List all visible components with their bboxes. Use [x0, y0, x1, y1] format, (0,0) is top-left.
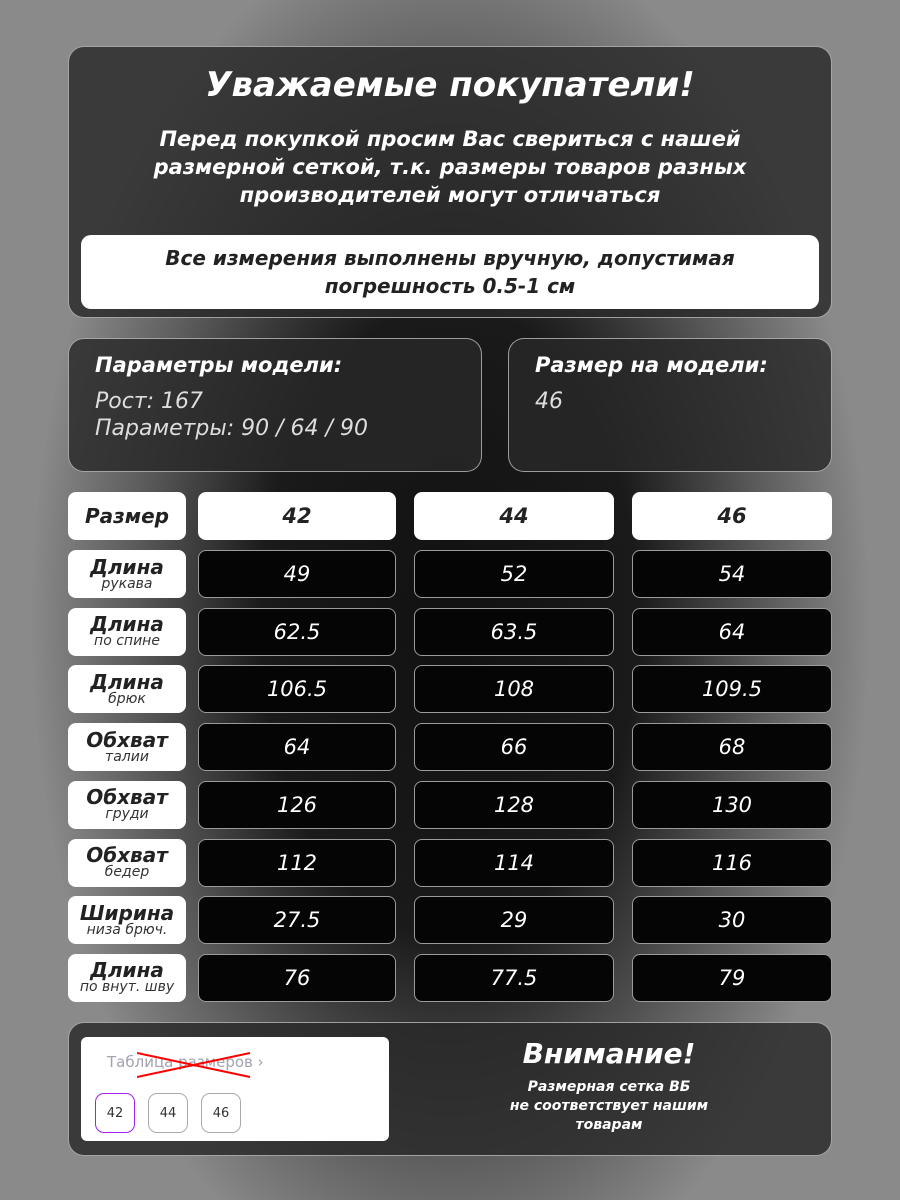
table-cell: 64	[198, 723, 396, 772]
wb-size-widget: Таблица размеров › 42 44 46	[81, 1037, 389, 1141]
warning-text: Размерная сетка ВБ не соответствует наши…	[469, 1078, 749, 1135]
table-cell: 68	[632, 723, 832, 772]
model-height: Рост: 167	[95, 389, 204, 414]
row-label-sub: по внут. шву	[79, 979, 175, 996]
table-cell: 77.5	[414, 953, 614, 1002]
row-label: Ширина низа брюч.	[68, 896, 186, 945]
header-label: Размер	[68, 492, 186, 540]
row-label: Длина рукава	[68, 550, 186, 598]
row-label: Длина по внут. шву	[68, 953, 186, 1002]
table-cell: 29	[414, 896, 614, 945]
table-cell: 130	[632, 780, 832, 829]
table-cell: 64	[632, 607, 832, 656]
header-label-text: Размер	[84, 504, 169, 528]
table-cell: 128	[414, 780, 614, 829]
table-cell: 112	[198, 838, 396, 887]
table-cell: 30	[632, 896, 832, 945]
wb-size-chip: 44	[148, 1093, 188, 1133]
table-cell: 62.5	[198, 607, 396, 656]
table-cell: 108	[414, 665, 614, 714]
row-label-sub: брюк	[108, 690, 146, 707]
cross-out-icon	[137, 1052, 251, 1078]
row-label-main: Ширина	[79, 900, 175, 925]
footer-card: Таблица размеров › 42 44 46 Внимание! Ра…	[68, 1022, 832, 1156]
table-cell: 63.5	[414, 607, 614, 656]
row-label-main: Длина	[90, 554, 164, 579]
row-label-main: Обхват	[86, 843, 168, 867]
model-measurements: Параметры: 90 / 64 / 90	[95, 416, 368, 441]
measurement-notice: Все измерения выполнены вручную, допусти…	[81, 235, 819, 309]
size-header: 42	[198, 492, 396, 540]
table-cell: 126	[198, 780, 396, 829]
row-label-sub: груди	[105, 806, 149, 823]
header-card: Уважаемые покупатели! Перед покупкой про…	[68, 46, 832, 318]
row-label-main: Длина	[90, 669, 164, 694]
model-params-card: Параметры модели: Рост: 167 Параметры: 9…	[68, 338, 482, 472]
table-cell: 76	[198, 953, 396, 1002]
row-label: Обхват бедер	[68, 838, 186, 887]
table-cell: 116	[632, 838, 832, 887]
table-cell: 66	[414, 723, 614, 772]
table-cell: 54	[632, 550, 832, 598]
model-size-title: Размер на модели:	[535, 353, 768, 377]
warning-line: товарам	[575, 1117, 643, 1133]
page-title: Уважаемые покупатели!	[205, 65, 695, 105]
warning-title: Внимание!	[522, 1037, 696, 1070]
size-header: 46	[632, 492, 832, 540]
row-label-sub: рукава	[101, 575, 153, 592]
subtitle: Перед покупкой просим Вас свериться с на…	[153, 127, 747, 207]
row-label: Обхват груди	[68, 780, 186, 829]
table-cell: 109.5	[632, 665, 832, 714]
warning-line: Размерная сетка ВБ	[527, 1079, 691, 1095]
row-label: Обхват талии	[68, 723, 186, 772]
wb-size-chip: 46	[201, 1093, 241, 1133]
row-label-main: Длина	[90, 612, 164, 637]
model-size-value: 46	[535, 389, 563, 414]
wb-size-chip: 42	[95, 1093, 135, 1133]
row-label: Длина брюк	[68, 665, 186, 714]
table-cell: 52	[414, 550, 614, 598]
row-label-main: Длина	[90, 958, 164, 983]
table-cell: 49	[198, 550, 396, 598]
row-label-main: Обхват	[86, 727, 168, 752]
row-label-main: Обхват	[86, 785, 168, 810]
table-cell: 27.5	[198, 896, 396, 945]
warning-line: не соответствует нашим	[509, 1098, 709, 1114]
row-label-sub: низа брюч.	[86, 921, 168, 938]
warning: Внимание! Размерная сетка ВБ не соответс…	[469, 1037, 749, 1135]
table-cell: 114	[414, 838, 614, 887]
table-cell: 106.5	[198, 665, 396, 714]
row-label-sub: по спине	[94, 633, 160, 650]
row-label: Длина по спине	[68, 607, 186, 656]
row-label-sub: бедер	[104, 864, 150, 880]
model-params-title: Параметры модели:	[95, 353, 343, 377]
size-header: 44	[414, 492, 614, 540]
row-label-sub: талии	[105, 748, 149, 765]
model-size-card: Размер на модели: 46	[508, 338, 832, 472]
table-cell: 79	[632, 953, 832, 1002]
